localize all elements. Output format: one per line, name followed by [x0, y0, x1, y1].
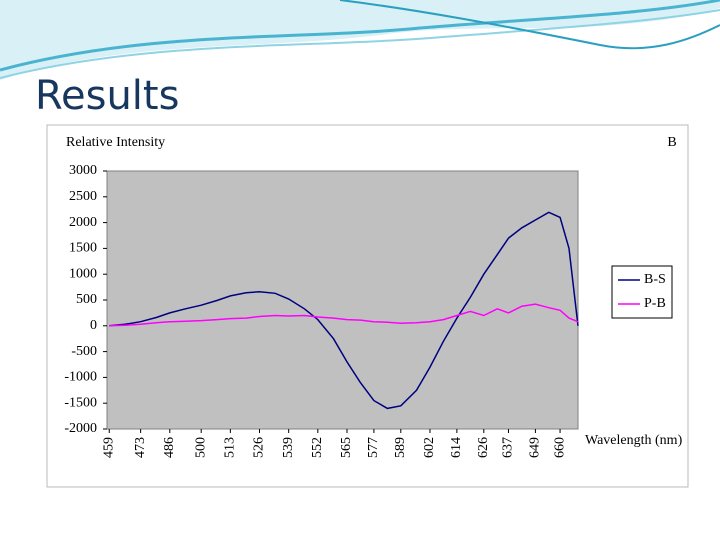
slide-title: Results: [35, 73, 179, 119]
x-tick-label: 500: [193, 437, 208, 458]
x-tick-label: 577: [366, 437, 381, 458]
y-tick-label: 0: [90, 318, 97, 333]
x-tick-label: 660: [552, 437, 567, 458]
annotation: B: [667, 135, 676, 150]
x-axis-label: Wavelength (nm): [585, 433, 683, 448]
y-tick-label: 1500: [69, 241, 97, 256]
legend-label: B-S: [644, 272, 666, 287]
x-tick-label: 565: [339, 437, 354, 458]
x-tick-label: 602: [422, 437, 437, 458]
plot-area: [106, 170, 579, 430]
y-tick-label: 1000: [69, 266, 97, 281]
legend-box: [611, 265, 673, 319]
x-tick-label: 473: [133, 437, 148, 458]
y-tick-label: -1000: [64, 370, 97, 385]
y-tick-label: -2000: [64, 421, 97, 436]
x-tick-label: 539: [281, 437, 296, 458]
x-tick-label: 552: [310, 437, 325, 458]
y-tick-label: -1500: [64, 395, 97, 410]
y-tick-label: -500: [71, 344, 97, 359]
x-tick-label: 649: [528, 437, 543, 458]
y-tick-label: 2000: [69, 215, 97, 230]
header-wave: [0, 0, 720, 80]
x-tick-label: 513: [223, 437, 238, 458]
x-tick-label: 589: [393, 437, 408, 458]
x-tick-label: 526: [252, 437, 267, 458]
x-tick-label: 486: [162, 437, 177, 458]
y-axis-label: Relative Intensity: [66, 135, 165, 150]
x-tick-label: 626: [476, 437, 491, 458]
x-tick-label: 459: [101, 437, 116, 458]
series-line: [109, 303, 579, 327]
y-tick-label: 2500: [69, 189, 97, 204]
x-tick-label: 637: [501, 437, 516, 458]
y-tick-label: 3000: [69, 163, 97, 178]
series-line: [109, 211, 579, 410]
legend-label: P-B: [644, 296, 666, 311]
y-tick-label: 500: [76, 292, 97, 307]
x-tick-label: 614: [449, 437, 464, 458]
